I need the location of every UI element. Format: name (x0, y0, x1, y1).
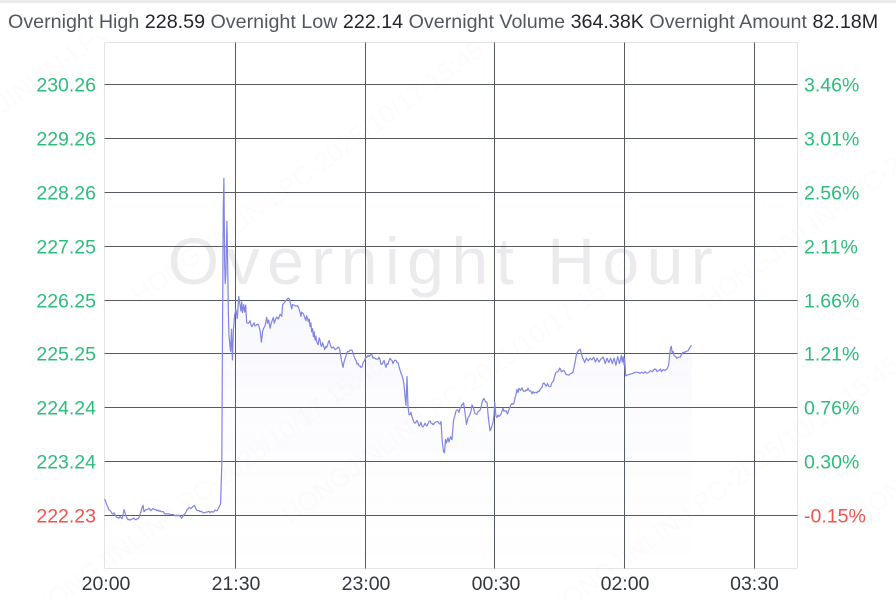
svg-text:223.24: 223.24 (36, 452, 96, 474)
svg-text:1.21%: 1.21% (804, 344, 859, 366)
svg-text:230.26: 230.26 (36, 75, 96, 97)
svg-text:Overnight High 228.59 Overnigh: Overnight High 228.59 Overnight Low 222.… (8, 11, 878, 33)
svg-text:2.56%: 2.56% (804, 183, 859, 205)
svg-text:229.26: 229.26 (36, 129, 96, 151)
svg-text:0.30%: 0.30% (804, 452, 859, 474)
svg-text:222.23: 222.23 (36, 506, 96, 528)
svg-text:1.66%: 1.66% (804, 291, 859, 313)
svg-text:3.01%: 3.01% (804, 129, 859, 151)
svg-text:-0.15%: -0.15% (804, 506, 866, 528)
svg-text:02:00: 02:00 (601, 573, 650, 595)
svg-text:227.25: 227.25 (36, 237, 96, 259)
svg-text:3.46%: 3.46% (804, 75, 859, 97)
svg-text:0.76%: 0.76% (804, 398, 859, 420)
svg-text:20:00: 20:00 (82, 573, 131, 595)
svg-text:226.25: 226.25 (36, 291, 96, 313)
svg-text:03:30: 03:30 (730, 573, 779, 595)
svg-text:225.25: 225.25 (36, 344, 96, 366)
svg-text:00:30: 00:30 (472, 573, 521, 595)
svg-text:Overnight Hour: Overnight Hour (168, 224, 721, 298)
svg-text:23:00: 23:00 (342, 573, 391, 595)
svg-text:21:30: 21:30 (212, 573, 261, 595)
svg-text:2.11%: 2.11% (804, 237, 858, 259)
svg-text:224.24: 224.24 (36, 398, 96, 420)
svg-text:228.26: 228.26 (36, 183, 96, 205)
